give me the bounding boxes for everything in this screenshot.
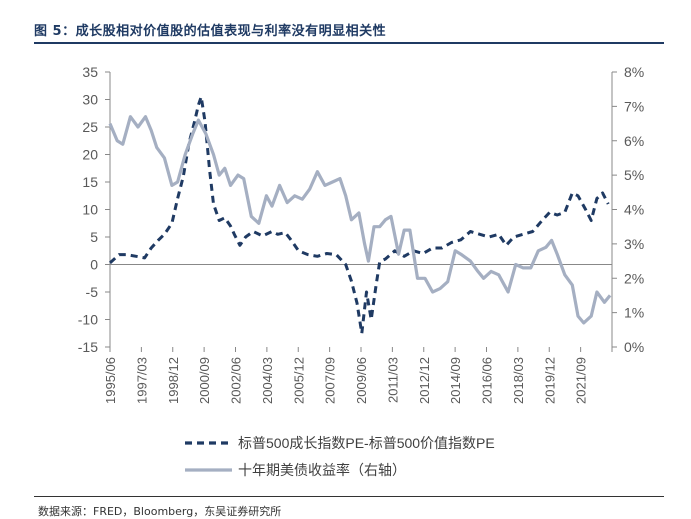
legend-label: 十年期美债收益率（右轴） — [238, 462, 406, 478]
x-tick-label: 2005/12 — [291, 357, 306, 404]
x-tick-label: 2011/03 — [385, 357, 400, 403]
x-tick-label: 2019/12 — [542, 357, 557, 404]
legend: 标普500成长指数PE-标普500价值指数PE 十年期美债收益率（右轴） — [185, 435, 495, 478]
y-left-tick-label: 20 — [82, 147, 98, 163]
x-tick-label: 2021/09 — [574, 357, 589, 404]
y-right-tick-label: 2% — [624, 270, 644, 286]
y-right-tick-label: 0% — [624, 339, 644, 355]
series-pe-spread-line — [108, 95, 610, 335]
x-axis: 1995/06 1997/03 1998/12 2000/09 2002/06 2004/… — [103, 347, 613, 404]
y-right-tick-label: 5% — [624, 167, 644, 183]
x-tick-label: 1997/03 — [134, 357, 149, 404]
y-left-tick-label: -5 — [86, 284, 99, 300]
y-left-tick-label: 0 — [90, 257, 98, 273]
y-left-tick-label: 25 — [82, 119, 98, 135]
x-tick-label: 2007/09 — [323, 357, 338, 404]
y-right-tick-label: 1% — [624, 305, 644, 321]
source-rule — [34, 496, 664, 497]
source-note: 数据来源：FRED，Bloomberg，东吴证券研究所 — [38, 505, 282, 518]
y-left-tick-label: 30 — [82, 92, 98, 108]
y-right-axis: 0% 1% 2% 3% 4% 5% 6% 7% 8% — [612, 64, 644, 355]
x-tick-label: 2009/06 — [354, 357, 369, 404]
series-10y-yield-line — [108, 115, 612, 325]
x-tick-label: 2018/03 — [511, 357, 526, 404]
x-tick-label: 2004/03 — [260, 357, 275, 404]
x-tick-label: 2012/12 — [417, 357, 432, 404]
figure-title: 图 5：成长股相对价值股的估值表现与利率没有明显相关性 — [34, 24, 387, 39]
y-right-tick-label: 6% — [624, 133, 644, 149]
y-right-tick-label: 7% — [624, 98, 644, 114]
x-tick-label: 2016/06 — [480, 357, 495, 404]
y-left-tick-label: 35 — [82, 64, 98, 80]
x-tick-label: 1995/06 — [103, 357, 118, 404]
y-left-axis: -15 -10 -5 0 5 10 15 20 25 30 35 — [78, 64, 110, 355]
chart: -15 -10 -5 0 5 10 15 20 25 30 35 0% 1% 2% 3% 4% 5% 6% 7% 8… — [78, 64, 644, 478]
y-left-tick-label: -10 — [78, 312, 98, 328]
y-right-tick-label: 4% — [624, 202, 644, 218]
y-left-tick-label: 5 — [90, 229, 98, 245]
x-tick-label: 1998/12 — [166, 357, 181, 404]
y-left-tick-label: -15 — [78, 339, 98, 355]
y-left-tick-label: 15 — [82, 174, 98, 190]
x-tick-label: 2000/09 — [197, 357, 212, 404]
plot-frame — [109, 72, 613, 347]
y-right-tick-label: 8% — [624, 64, 644, 80]
series-layer — [108, 95, 612, 335]
title-rule — [34, 42, 664, 44]
legend-label: 标普500成长指数PE-标普500价值指数PE — [238, 435, 495, 451]
x-tick-label: 2002/06 — [229, 357, 244, 404]
y-left-tick-label: 10 — [82, 202, 98, 218]
x-tick-label: 2014/09 — [448, 357, 463, 404]
y-right-tick-label: 3% — [624, 236, 644, 252]
